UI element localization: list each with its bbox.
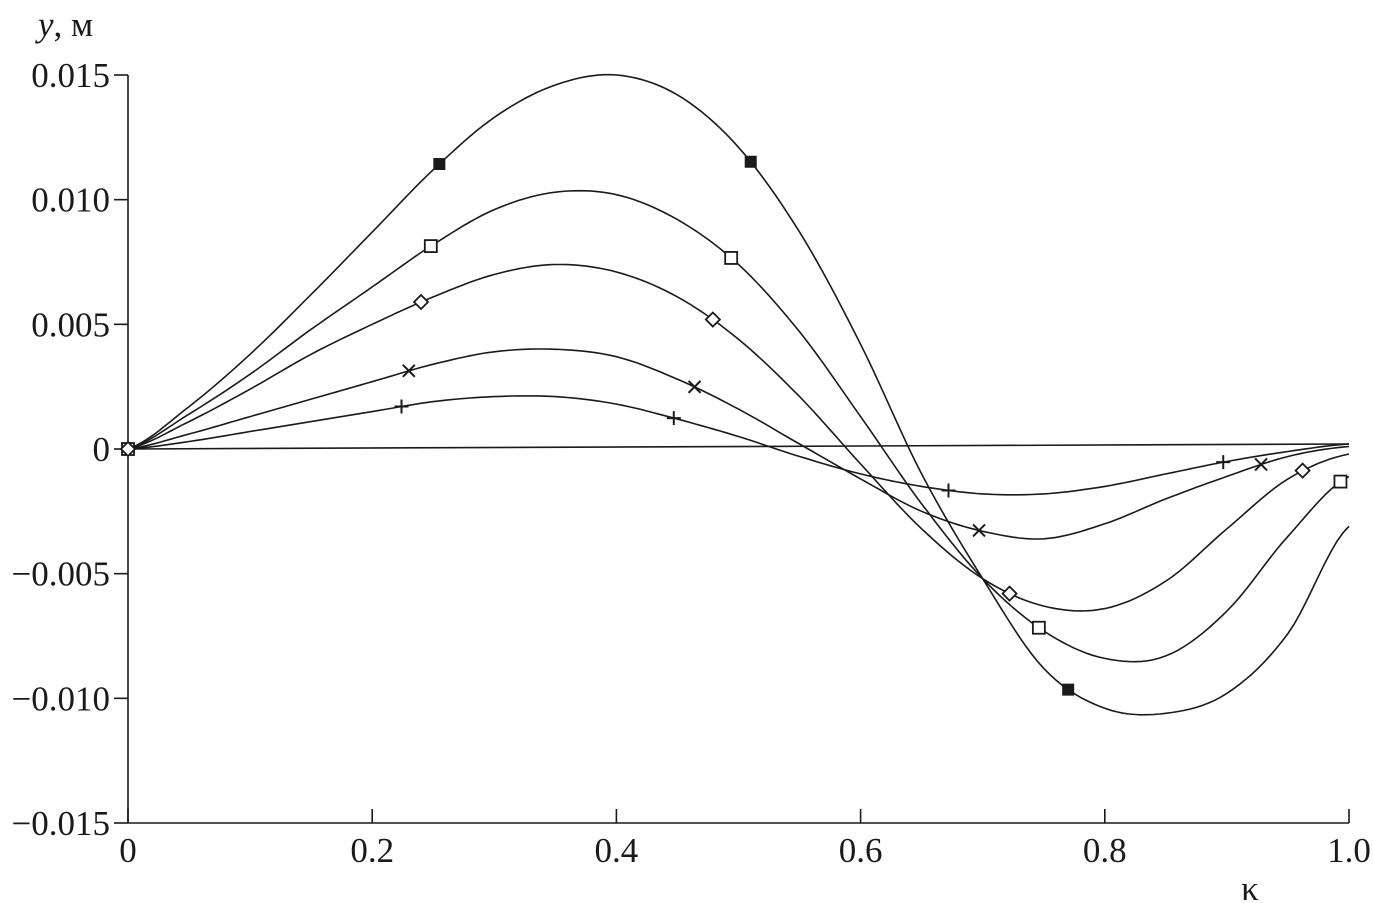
series-2-point-0 [119,440,137,458]
y-axis-title-unit: , м [54,5,94,44]
y-tick-label-0: 0.015 [31,56,110,95]
series-line-3 [127,348,1350,540]
series-line-0 [127,73,1350,716]
series-line-1 [127,189,1350,663]
series-1-point-3 [1031,620,1046,635]
x-tick-label-5: 1.0 [1327,831,1371,870]
curves [127,73,1350,716]
y-tick-label-1: 0.010 [31,181,110,220]
series-line-4 [127,395,1350,496]
y-axis-title: y, м [35,5,93,44]
series-3-point-3 [1254,457,1268,472]
series-4-point-1 [666,411,681,426]
y-tick-label-2: 0.005 [31,305,110,344]
series-4-point-3 [1216,455,1231,470]
series-line-5 [127,443,1350,450]
series-3-point-2 [972,523,986,538]
series-0-point-3 [1062,683,1075,696]
series-2-point-3 [1001,585,1018,602]
y-tick-label-3: 0 [93,430,111,469]
series-2-point-2 [704,311,722,328]
series-2-point-1 [412,293,430,311]
x-axis-title: κ [1241,869,1259,903]
series-1-point-1 [423,239,438,254]
y-tick-label-5: −0.010 [12,679,111,718]
series-3-point-0 [402,364,416,378]
series-1-point-4 [1333,474,1348,489]
series-0-point-2 [744,155,757,168]
series-4-point-0 [394,399,409,414]
series-0-point-1 [433,158,446,171]
series-1-point-2 [724,251,739,265]
x-tick-label-3: 0.6 [839,831,883,870]
y-tick-label-6: −0.015 [12,804,111,843]
x-tick-label-2: 0.4 [595,831,639,870]
y-ticks: 0.015 0.010 0.005 0 −0.005 −0.010 −0.015 [12,56,128,843]
markers [119,155,1348,696]
x-tick-label-4: 0.8 [1083,831,1127,870]
x-ticks: 0 0.2 0.4 0.6 0.8 1.0 [119,809,1371,870]
x-tick-label-0: 0 [119,831,137,870]
series-3-point-1 [687,380,702,394]
series-line-2 [127,263,1350,612]
x-tick-label-1: 0.2 [350,831,394,870]
series-2-point-4 [1294,462,1311,479]
y-axis-title-var: y [35,5,54,44]
series-4-point-2 [941,483,956,498]
y-tick-label-4: −0.005 [12,555,111,594]
